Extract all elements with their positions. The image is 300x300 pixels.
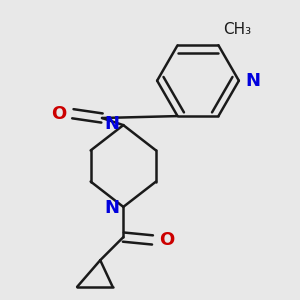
Text: N: N bbox=[104, 199, 119, 217]
Text: N: N bbox=[245, 72, 260, 90]
Text: CH₃: CH₃ bbox=[223, 22, 251, 38]
Text: N: N bbox=[104, 115, 119, 133]
Text: O: O bbox=[159, 231, 174, 249]
Text: O: O bbox=[51, 105, 67, 123]
